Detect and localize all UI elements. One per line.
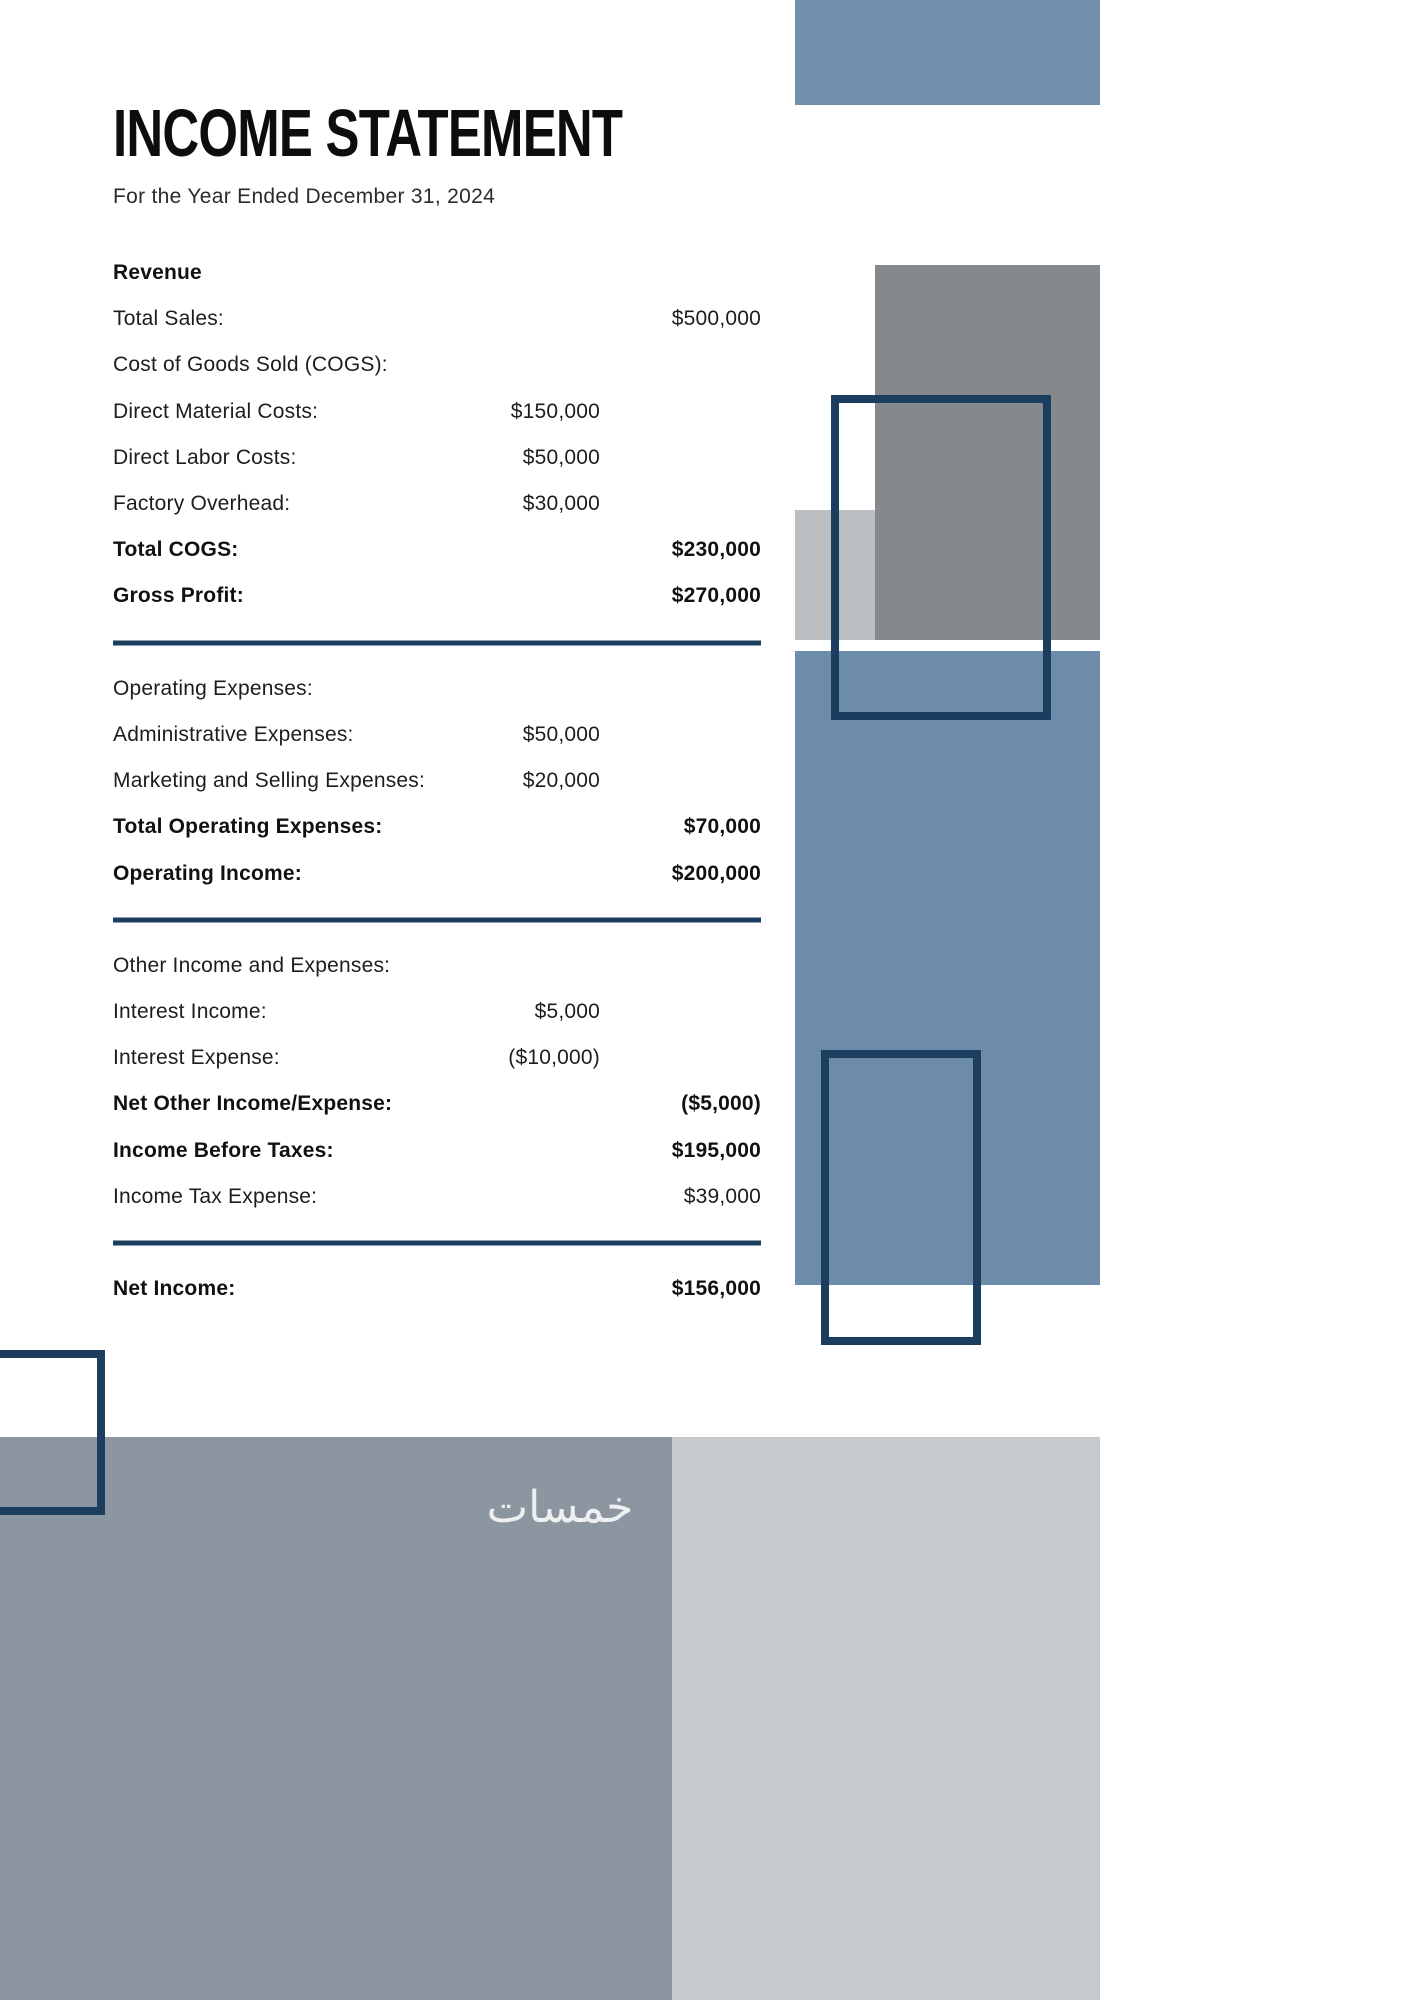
row-net-other-income: Net Other Income/Expense: ($5,000) [113, 1081, 761, 1127]
row-amount: $30,000 [522, 492, 600, 516]
row-income-tax-expense: Income Tax Expense: $39,000 [113, 1174, 761, 1220]
document-header: INCOME STATEMENT For the Year Ended Dece… [113, 100, 783, 209]
row-label: Net Other Income/Expense: [113, 1092, 393, 1116]
row-amount: $150,000 [510, 399, 600, 423]
row-amount: $270,000 [671, 584, 761, 608]
row-revenue-header: Revenue [113, 250, 761, 296]
row-amount: $50,000 [522, 445, 600, 469]
row-label: Total Sales: [113, 307, 224, 331]
row-label: Income Before Taxes: [113, 1138, 334, 1162]
row-label: Direct Material Costs: [113, 399, 319, 423]
row-operating-income: Operating Income: $200,000 [113, 850, 761, 896]
divider-line [113, 1240, 761, 1246]
row-label: Interest Income: [113, 1000, 267, 1024]
row-amount: $200,000 [671, 861, 761, 885]
row-interest-income: Interest Income: $5,000 [113, 989, 761, 1035]
row-amount: $70,000 [683, 815, 761, 839]
row-other-income-header: Other Income and Expenses: [113, 943, 761, 989]
divider-line [113, 917, 761, 923]
decor-rect-big-blue [795, 651, 1100, 1285]
row-label: Interest Expense: [113, 1046, 280, 1070]
row-label: Cost of Goods Sold (COGS): [113, 353, 388, 377]
statement-body: Revenue Total Sales: $500,000 Cost of Go… [113, 250, 761, 1312]
row-factory-overhead: Factory Overhead: $30,000 [113, 481, 761, 527]
row-amount: $195,000 [671, 1138, 761, 1162]
divider-line [113, 640, 761, 646]
decor-outline-rect-bottom [821, 1050, 981, 1345]
row-label: Administrative Expenses: [113, 722, 354, 746]
row-total-cogs: Total COGS: $230,000 [113, 527, 761, 573]
section-divider-3 [113, 1220, 761, 1266]
row-amount: ($5,000) [681, 1092, 761, 1116]
row-amount: $156,000 [671, 1277, 761, 1301]
row-label: Total COGS: [113, 538, 239, 562]
row-label: Income Tax Expense: [113, 1184, 318, 1208]
row-direct-material: Direct Material Costs: $150,000 [113, 389, 761, 435]
row-label: Operating Expenses: [113, 676, 313, 700]
row-label: Gross Profit: [113, 584, 244, 608]
row-label: Operating Income: [113, 861, 302, 885]
row-interest-expense: Interest Expense: ($10,000) [113, 1035, 761, 1081]
page-title: INCOME STATEMENT [113, 96, 623, 171]
row-income-before-taxes: Income Before Taxes: $195,000 [113, 1128, 761, 1174]
section-divider-1 [113, 620, 761, 666]
row-label: Direct Labor Costs: [113, 445, 297, 469]
row-total-sales: Total Sales: $500,000 [113, 296, 761, 342]
row-cogs-header: Cost of Goods Sold (COGS): [113, 342, 761, 388]
page-subtitle: For the Year Ended December 31, 2024 [113, 185, 496, 208]
row-label: Factory Overhead: [113, 492, 291, 516]
row-amount: $5,000 [534, 1000, 600, 1024]
row-label: Total Operating Expenses: [113, 815, 383, 839]
row-administrative-expenses: Administrative Expenses: $50,000 [113, 712, 761, 758]
decor-outline-rect-left [0, 1350, 105, 1515]
row-net-income: Net Income: $156,000 [113, 1266, 761, 1312]
row-amount: $230,000 [671, 538, 761, 562]
row-amount: $39,000 [683, 1184, 761, 1208]
row-total-operating-expenses: Total Operating Expenses: $70,000 [113, 804, 761, 850]
watermark-text: خمسات [486, 1483, 634, 1532]
row-amount: $500,000 [671, 307, 761, 331]
decor-rect-dark-gray [875, 265, 1100, 640]
row-operating-expenses-header: Operating Expenses: [113, 666, 761, 712]
decor-rect-top-blue [795, 0, 1100, 105]
decor-outline-rect-top [831, 395, 1051, 720]
row-label: Marketing and Selling Expenses: [113, 769, 426, 793]
section-divider-2 [113, 897, 761, 943]
row-direct-labor: Direct Labor Costs: $50,000 [113, 435, 761, 481]
row-label: Revenue [113, 261, 202, 285]
row-label: Other Income and Expenses: [113, 953, 391, 977]
row-label: Net Income: [113, 1277, 236, 1301]
row-amount: $50,000 [522, 722, 600, 746]
decor-rect-bottom-light [672, 1437, 1100, 2000]
decor-rect-bottom-gray [0, 1437, 672, 2000]
row-amount: $20,000 [522, 769, 600, 793]
row-marketing-selling: Marketing and Selling Expenses: $20,000 [113, 758, 761, 804]
row-gross-profit: Gross Profit: $270,000 [113, 573, 761, 619]
row-amount: ($10,000) [508, 1046, 600, 1070]
